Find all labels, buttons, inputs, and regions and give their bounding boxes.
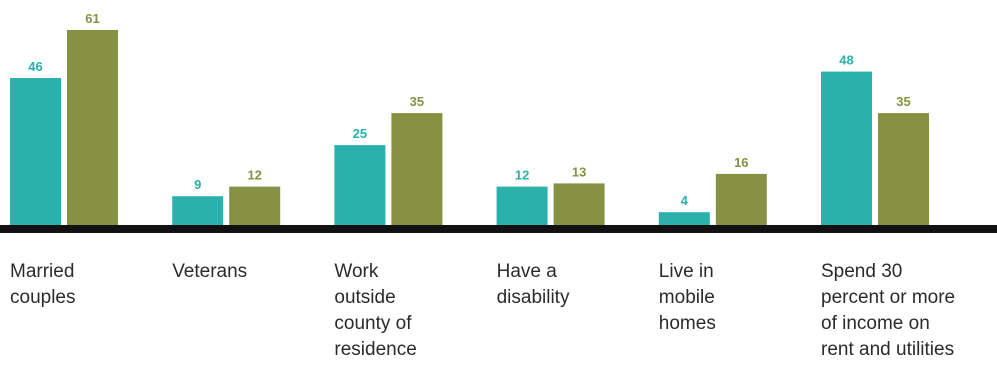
category-label-6: Spend 30 percent or more of income on rent … [821, 261, 956, 360]
value-label-series1-cat2: 9 [194, 177, 201, 192]
bar-series1-cat4 [496, 186, 548, 225]
value-labels-layer: 46 61 9 12 25 35 12 13 4 16 48 35 [28, 11, 910, 208]
bar-series1-cat3 [334, 145, 386, 225]
bar-series2-cat6 [878, 113, 929, 225]
value-label-series2-cat6: 35 [896, 94, 910, 109]
bar-series1-cat2 [172, 196, 224, 225]
category-label-5: Live in mobile homes [658, 261, 716, 334]
bar-series1-cat1 [10, 78, 61, 225]
bar-series2-cat5 [715, 173, 767, 225]
category-label-2: Veterans [172, 261, 248, 282]
value-label-series2-cat1: 61 [85, 11, 99, 26]
bar-series1-cat6 [821, 71, 872, 225]
value-label-series1-cat4: 12 [515, 168, 529, 183]
bars-layer [10, 30, 929, 225]
bar-series2-cat4 [553, 183, 605, 225]
category-label-3: Work outside county of residence [334, 261, 417, 360]
bar-series2-cat1 [67, 30, 118, 225]
category-label-1: Married couples [10, 261, 76, 308]
value-label-series1-cat1: 46 [28, 59, 42, 74]
bar-series1-cat5 [658, 212, 710, 225]
value-label-series2-cat5: 16 [734, 155, 748, 170]
category-label-4: Have a disability [496, 261, 570, 308]
value-label-series1-cat5: 4 [681, 193, 689, 208]
x-axis-baseline [0, 225, 997, 233]
value-label-series2-cat3: 35 [410, 94, 424, 109]
value-label-series2-cat2: 12 [247, 168, 261, 183]
bar-series2-cat3 [391, 113, 443, 225]
value-label-series1-cat6: 48 [839, 53, 853, 68]
bar-series2-cat2 [229, 186, 281, 225]
value-label-series1-cat3: 25 [353, 126, 367, 141]
value-label-series2-cat4: 13 [572, 164, 586, 179]
